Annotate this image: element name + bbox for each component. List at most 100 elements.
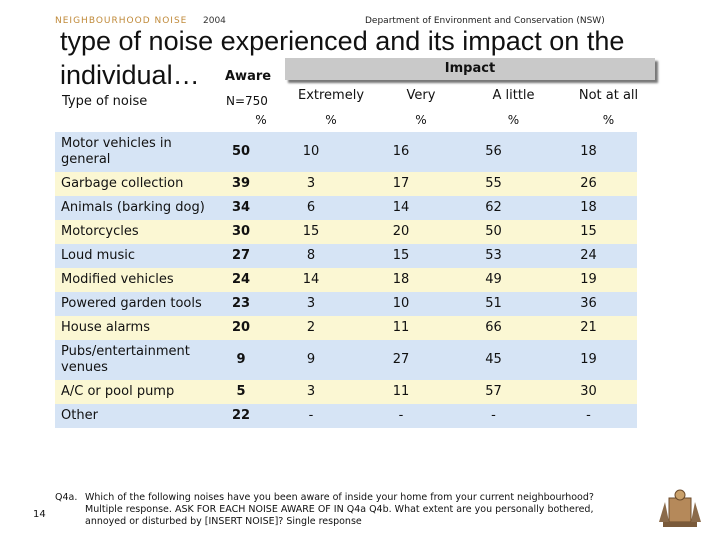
cell-value: 56 xyxy=(447,132,540,172)
noise-type: Garbage collection xyxy=(55,172,215,196)
noise-type: Pubs/entertainment venues xyxy=(55,340,215,380)
cell-value: 6 xyxy=(267,196,355,220)
cell-value: 27 xyxy=(215,244,267,268)
department: Department of Environment and Conservati… xyxy=(365,16,605,26)
title: type of noise experienced and its impact… xyxy=(60,26,625,90)
impact-column-header: Not at all xyxy=(578,88,639,103)
cell-value: 20 xyxy=(355,220,447,244)
cell-value: 18 xyxy=(355,268,447,292)
cell-value: 15 xyxy=(540,220,637,244)
cell-value: 24 xyxy=(215,268,267,292)
year: 2004 xyxy=(203,16,226,26)
table-row: Powered garden tools 23 3 10 51 36 xyxy=(55,292,637,316)
cell-value: 30 xyxy=(215,220,267,244)
table-row: Modified vehicles 24 14 18 49 19 xyxy=(55,268,637,292)
cell-value: 20 xyxy=(215,316,267,340)
cell-value: 62 xyxy=(447,196,540,220)
table-row: A/C or pool pump 5 3 11 57 30 xyxy=(55,380,637,404)
cell-value: 2 xyxy=(267,316,355,340)
cell-value: 10 xyxy=(267,132,355,172)
noise-type: House alarms xyxy=(55,316,215,340)
cell-value: 10 xyxy=(355,292,447,316)
cell-value: 18 xyxy=(540,132,637,172)
table-row: Pubs/entertainment venues 9 9 27 45 19 xyxy=(55,340,637,380)
data-table: Motor vehicles in general 50 10 16 56 18 Garba… xyxy=(55,132,637,428)
cell-value: - xyxy=(447,404,540,428)
cell-value: 19 xyxy=(540,340,637,380)
cell-value: 49 xyxy=(447,268,540,292)
cell-value: 11 xyxy=(355,380,447,404)
cell-value: 26 xyxy=(540,172,637,196)
cell-value: 17 xyxy=(355,172,447,196)
table-row: Garbage collection 39 3 17 55 26 xyxy=(55,172,637,196)
unit-label: % xyxy=(415,113,427,127)
noise-type: Modified vehicles xyxy=(55,268,215,292)
cell-value: 14 xyxy=(267,268,355,292)
noise-type: Other xyxy=(55,404,215,428)
brand: NEIGHBOURHOOD NOISE xyxy=(55,16,188,26)
crest xyxy=(659,489,701,527)
cell-value: 8 xyxy=(267,244,355,268)
cell-value: 9 xyxy=(267,340,355,380)
cell-value: 23 xyxy=(215,292,267,316)
impact-banner: Impact xyxy=(285,58,655,80)
page-number: 14 xyxy=(33,509,46,520)
cell-value: 3 xyxy=(267,380,355,404)
table-row: Motor vehicles in general 50 10 16 56 18 xyxy=(55,132,637,172)
cell-value: 18 xyxy=(540,196,637,220)
noise-type: A/C or pool pump xyxy=(55,380,215,404)
cell-value: - xyxy=(355,404,447,428)
cell-value: 19 xyxy=(540,268,637,292)
footnote-label: Q4a. xyxy=(55,492,78,503)
cell-value: 39 xyxy=(215,172,267,196)
noise-type: Powered garden tools xyxy=(55,292,215,316)
cell-value: 45 xyxy=(447,340,540,380)
cell-value: 3 xyxy=(267,172,355,196)
cell-value: 3 xyxy=(267,292,355,316)
unit-label: % xyxy=(507,113,520,127)
cell-value: 16 xyxy=(355,132,447,172)
noise-type: Motor vehicles in general xyxy=(55,132,215,172)
table-row: Animals (barking dog) 34 6 14 62 18 xyxy=(55,196,637,220)
cell-value: 66 xyxy=(447,316,540,340)
cell-value: 50 xyxy=(447,220,540,244)
cell-value: 22 xyxy=(215,404,267,428)
aware-header: Aware xyxy=(225,69,272,84)
cell-value: 24 xyxy=(540,244,637,268)
type-header: Type of noise xyxy=(62,94,148,109)
impact-column-header: Very xyxy=(406,88,436,103)
cell-value: 34 xyxy=(215,196,267,220)
cell-value: 5 xyxy=(215,380,267,404)
cell-value: 15 xyxy=(355,244,447,268)
noise-type: Loud music xyxy=(55,244,215,268)
table-row: Loud music 27 8 15 53 24 xyxy=(55,244,637,268)
cell-value: 27 xyxy=(355,340,447,380)
unit-label: % xyxy=(255,113,267,127)
footnote-text: Which of the following noises have you b… xyxy=(85,492,594,527)
cell-value: 11 xyxy=(355,316,447,340)
cell-value: - xyxy=(540,404,637,428)
cell-value: 9 xyxy=(215,340,267,380)
cell-value: - xyxy=(267,404,355,428)
impact-column-header: Extremely xyxy=(297,88,365,103)
cell-value: 36 xyxy=(540,292,637,316)
cell-value: 55 xyxy=(447,172,540,196)
cell-value: 50 xyxy=(215,132,267,172)
cell-value: 53 xyxy=(447,244,540,268)
base-size: N=750 xyxy=(226,94,268,108)
cell-value: 51 xyxy=(447,292,540,316)
table-row: Other 22- - - - xyxy=(55,404,637,428)
cell-value: 14 xyxy=(355,196,447,220)
table-row: Motorcycles 30 15 20 50 15 xyxy=(55,220,637,244)
noise-type: Motorcycles xyxy=(55,220,215,244)
unit-label: % xyxy=(602,113,615,127)
table-row: House alarms 20 2 11 66 21 xyxy=(55,316,637,340)
cell-value: 57 xyxy=(447,380,540,404)
noise-type: Animals (barking dog) xyxy=(55,196,215,220)
impact-column-header: A little xyxy=(492,88,535,103)
unit-label: % xyxy=(325,113,337,127)
cell-value: 21 xyxy=(540,316,637,340)
cell-value: 30 xyxy=(540,380,637,404)
cell-value: 15 xyxy=(267,220,355,244)
